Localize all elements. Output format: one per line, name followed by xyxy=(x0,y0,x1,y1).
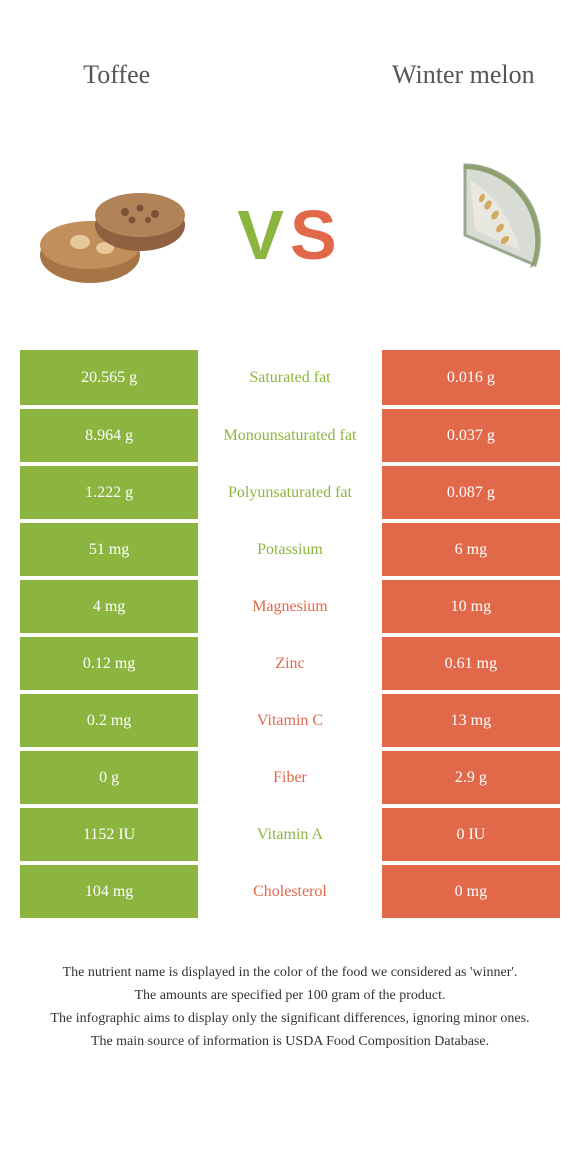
footer-notes: The nutrient name is displayed in the co… xyxy=(0,922,580,1052)
right-value: 0.016 g xyxy=(382,350,560,407)
nutrient-label: Vitamin A xyxy=(198,806,382,863)
vs-label: VS xyxy=(237,195,342,275)
winter-melon-icon xyxy=(380,150,550,320)
nutrient-label: Fiber xyxy=(198,749,382,806)
vs-v: V xyxy=(237,196,290,274)
left-value: 1.222 g xyxy=(20,464,198,521)
right-food-title: Winter melon xyxy=(392,59,535,90)
right-value: 10 mg xyxy=(382,578,560,635)
table-row: 8.964 gMonounsaturated fat0.037 g xyxy=(20,407,560,464)
footer-line-1: The nutrient name is displayed in the co… xyxy=(30,962,550,983)
nutrient-label: Polyunsaturated fat xyxy=(198,464,382,521)
left-food-title: Toffee xyxy=(83,59,150,90)
right-value: 0.61 mg xyxy=(382,635,560,692)
left-food-image xyxy=(30,160,200,310)
nutrient-label: Vitamin C xyxy=(198,692,382,749)
nutrient-label: Monounsaturated fat xyxy=(198,407,382,464)
left-value: 0 g xyxy=(20,749,198,806)
nutrient-label: Potassium xyxy=(198,521,382,578)
images-row: VS xyxy=(0,150,580,350)
nutrition-table: 20.565 gSaturated fat0.016 g8.964 gMonou… xyxy=(20,350,560,922)
table-row: 20.565 gSaturated fat0.016 g xyxy=(20,350,560,407)
left-value: 1152 IU xyxy=(20,806,198,863)
right-value: 0.087 g xyxy=(382,464,560,521)
nutrient-label: Magnesium xyxy=(198,578,382,635)
left-title-col: Toffee xyxy=(30,0,203,150)
footer-line-2: The amounts are specified per 100 gram o… xyxy=(30,985,550,1006)
footer-line-3: The infographic aims to display only the… xyxy=(30,1008,550,1029)
left-value: 20.565 g xyxy=(20,350,198,407)
table-row: 0 gFiber2.9 g xyxy=(20,749,560,806)
left-value: 8.964 g xyxy=(20,407,198,464)
nutrient-label: Cholesterol xyxy=(198,863,382,920)
right-title-col: Winter melon xyxy=(377,0,550,150)
left-value: 104 mg xyxy=(20,863,198,920)
toffee-icon xyxy=(30,170,200,300)
left-value: 0.2 mg xyxy=(20,692,198,749)
nutrient-label: Saturated fat xyxy=(198,350,382,407)
spacer xyxy=(203,0,376,150)
header: Toffee Winter melon xyxy=(0,0,580,150)
table-row: 1.222 gPolyunsaturated fat0.087 g xyxy=(20,464,560,521)
left-value: 51 mg xyxy=(20,521,198,578)
footer-line-4: The main source of information is USDA F… xyxy=(30,1031,550,1052)
right-food-image xyxy=(380,160,550,310)
table-row: 0.2 mgVitamin C13 mg xyxy=(20,692,560,749)
nutrient-label: Zinc xyxy=(198,635,382,692)
right-value: 2.9 g xyxy=(382,749,560,806)
table-row: 0.12 mgZinc0.61 mg xyxy=(20,635,560,692)
right-value: 0.037 g xyxy=(382,407,560,464)
left-value: 0.12 mg xyxy=(20,635,198,692)
right-value: 0 IU xyxy=(382,806,560,863)
left-value: 4 mg xyxy=(20,578,198,635)
table-row: 104 mgCholesterol0 mg xyxy=(20,863,560,920)
vs-s: S xyxy=(290,196,343,274)
right-value: 6 mg xyxy=(382,521,560,578)
table-row: 51 mgPotassium6 mg xyxy=(20,521,560,578)
table-row: 1152 IUVitamin A0 IU xyxy=(20,806,560,863)
right-value: 13 mg xyxy=(382,692,560,749)
table-row: 4 mgMagnesium10 mg xyxy=(20,578,560,635)
right-value: 0 mg xyxy=(382,863,560,920)
